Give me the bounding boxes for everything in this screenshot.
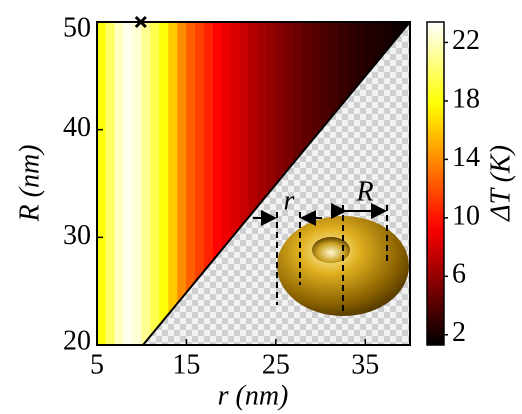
colorbar-tick-label: 18 (452, 83, 480, 114)
colorbar-tick-label: 22 (452, 25, 480, 56)
heat-cell (124, 22, 134, 345)
inset-label: R (355, 176, 373, 207)
heat-cell (168, 22, 178, 345)
y-tick-label: 30 (63, 220, 91, 251)
y-tick-label: 40 (63, 112, 91, 143)
y-tick-label: 20 (63, 325, 91, 356)
colorbar-tick-label: 6 (452, 259, 466, 290)
heat-cell (106, 22, 116, 345)
x-tick-label: 5 (90, 349, 104, 380)
x-tick-label: 35 (351, 349, 379, 380)
heat-cell (115, 22, 125, 345)
inset-label: r (284, 185, 295, 216)
heat-cell (141, 22, 151, 345)
y-tick-label: 50 (63, 12, 91, 43)
y-axis-label: R (nm) (14, 145, 45, 223)
colorbar-label: ΔT (K) (485, 145, 516, 222)
colorbar (427, 22, 444, 345)
heat-cell (150, 22, 160, 345)
colorbar-tick-label: 10 (452, 200, 480, 231)
heat-cell (97, 22, 107, 345)
page: {"chart_data": {"type": "heatmap", "x_la… (0, 0, 522, 414)
heat-cell (159, 22, 169, 345)
torus-hole (312, 237, 350, 263)
x-axis-label: r (nm) (218, 380, 289, 411)
chart: r R r (nm) R (nm) ΔT (K) 5 15 25 35 20 30 40 50… (0, 0, 522, 414)
heat-cell (132, 22, 142, 345)
colorbar-tick-label: 14 (452, 142, 480, 173)
colorbar-tick-label: 2 (452, 317, 466, 348)
x-tick-label: 15 (172, 349, 200, 380)
x-tick-label: 25 (262, 349, 290, 380)
